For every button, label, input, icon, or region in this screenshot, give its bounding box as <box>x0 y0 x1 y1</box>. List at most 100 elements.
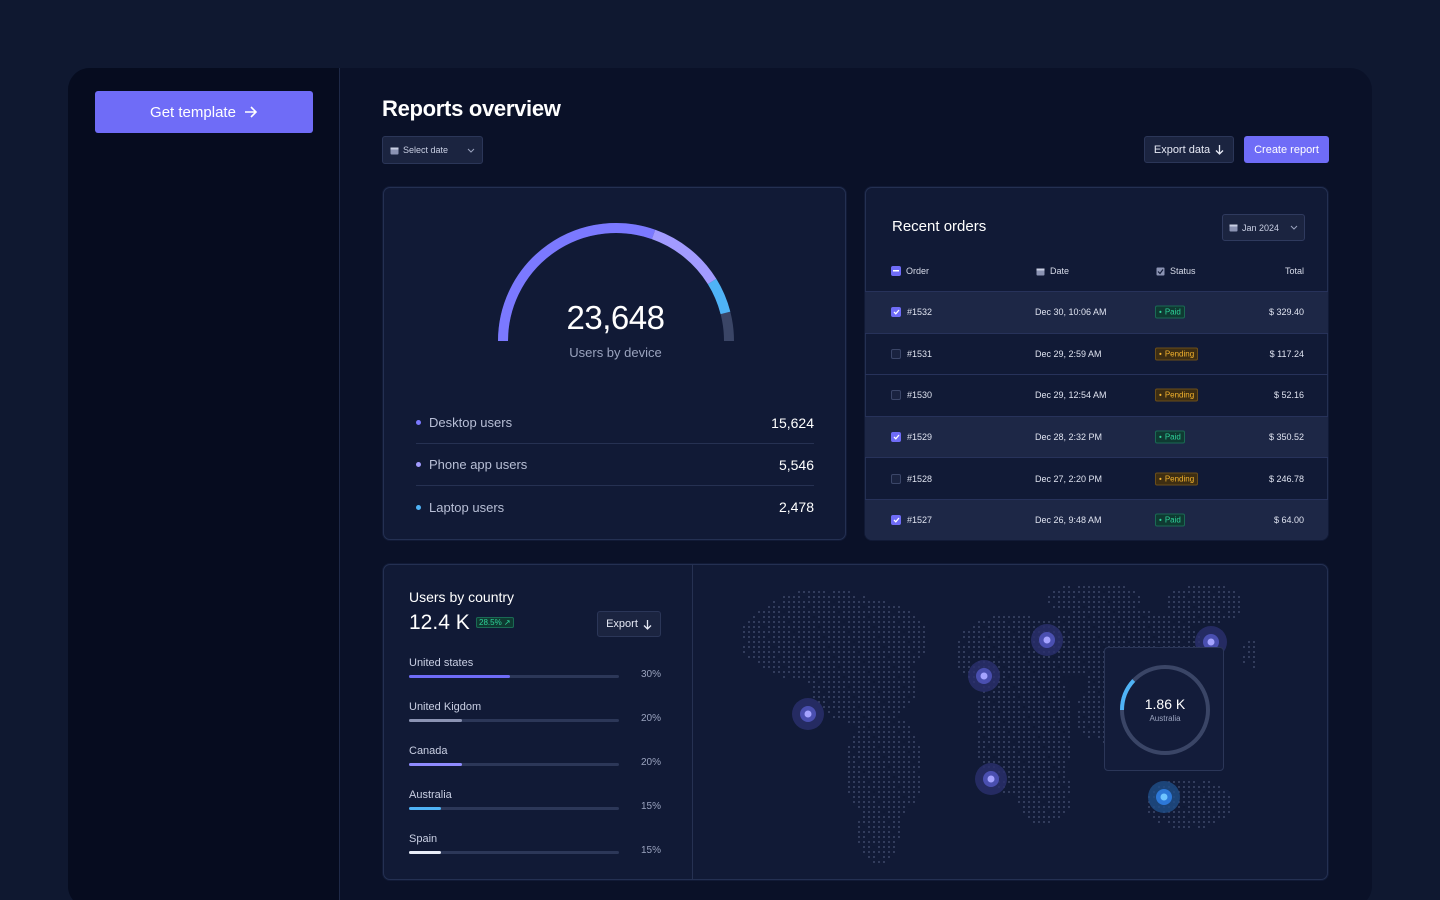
row-checkbox[interactable] <box>891 307 901 318</box>
device-list: Desktop users 15,624 Phone app users 5,5… <box>416 402 814 528</box>
column-status-label: Status <box>1170 266 1196 276</box>
map-pin-core <box>1160 793 1168 801</box>
order-row[interactable]: #1528 Dec 27, 2:20 PM • Pending $ 246.78 <box>865 457 1328 499</box>
order-date: Dec 27, 2:20 PM <box>1035 473 1103 484</box>
app-frame: Get template Reports overview Select dat… <box>68 68 1372 900</box>
order-date: Dec 29, 2:59 AM <box>1035 348 1102 359</box>
country-row: Australia 15% <box>409 789 667 833</box>
sidebar: Get template <box>68 68 340 900</box>
status-badge: • Paid <box>1155 513 1185 527</box>
export-label: Export <box>606 618 638 630</box>
status-dot-icon: • <box>1159 307 1162 317</box>
growth-value: 28.5% <box>479 618 502 627</box>
row-checkbox[interactable] <box>891 473 901 484</box>
order-id[interactable]: #1532 <box>907 307 933 318</box>
map-pin-core <box>980 672 988 680</box>
country-bar-fill <box>409 807 441 810</box>
device-row-desktop: Desktop users 15,624 <box>416 402 814 444</box>
status-label: Pending <box>1164 390 1195 400</box>
order-id[interactable]: #1527 <box>907 515 933 526</box>
country-title: Users by country <box>409 589 515 605</box>
column-date[interactable]: Date <box>1036 266 1069 276</box>
country-percent: 20% <box>640 757 661 768</box>
status-dot-icon: • <box>1159 349 1162 359</box>
order-row[interactable]: #1530 Dec 29, 12:54 AM • Pending $ 52.16 <box>865 374 1328 416</box>
device-gauge <box>498 223 734 342</box>
order-id[interactable]: #1531 <box>907 348 933 359</box>
order-row[interactable]: #1529 Dec 28, 2:32 PM • Paid $ 350.52 <box>865 415 1328 458</box>
status-dot-icon: • <box>1159 432 1162 442</box>
order-row[interactable]: #1532 Dec 30, 10:06 AM • Paid $ 329.40 <box>865 291 1328 333</box>
status-badge: • Pending <box>1155 388 1199 402</box>
checkbox-icon <box>1156 267 1165 275</box>
status-dot-icon: • <box>1159 474 1162 484</box>
country-total: 12.4 K <box>409 611 470 634</box>
get-template-button[interactable]: Get template <box>95 91 313 133</box>
get-template-label: Get template <box>150 103 236 121</box>
column-status[interactable]: Status <box>1156 266 1196 276</box>
export-data-button[interactable]: Export data <box>1144 136 1234 163</box>
trend-up-icon: ↗ <box>503 618 511 627</box>
create-report-button[interactable]: Create report <box>1244 136 1329 163</box>
column-order[interactable]: Order <box>891 266 929 276</box>
country-bar-track <box>409 851 619 854</box>
legend-dot <box>416 504 421 510</box>
export-button[interactable]: Export <box>597 611 661 637</box>
column-order-label: Order <box>906 266 930 276</box>
status-label: Paid <box>1164 515 1181 525</box>
device-value: 5,546 <box>778 456 814 473</box>
country-percent: 30% <box>640 669 661 680</box>
check-icon <box>893 517 899 524</box>
date-select-placeholder: Select date <box>403 145 449 155</box>
column-total-label: Total <box>1284 266 1304 276</box>
legend-dot <box>416 462 421 467</box>
column-total[interactable]: Total <box>1285 266 1304 276</box>
country-bar-track <box>409 807 619 810</box>
device-value: 15,624 <box>771 414 814 431</box>
growth-badge: 28.5% ↗ <box>476 617 514 628</box>
gauge-segment <box>651 229 717 285</box>
country-percent: 15% <box>640 801 661 812</box>
arrow-down-icon <box>643 619 652 630</box>
device-row-laptop: Laptop users 2,478 <box>416 486 814 528</box>
country-panel: Users by country 12.4 K 28.5% ↗ Export U… <box>383 564 693 880</box>
orders-table-header: Order Date Status Total <box>865 259 1328 291</box>
order-id[interactable]: #1528 <box>907 473 933 484</box>
month-select[interactable]: Jan 2024 <box>1222 214 1305 241</box>
order-total: $ 329.40 <box>1268 307 1304 318</box>
device-label: Laptop users <box>429 499 505 515</box>
users-by-country-card: Users by country 12.4 K 28.5% ↗ Export U… <box>382 563 1329 881</box>
order-row[interactable]: #1527 Dec 26, 9:48 AM • Paid $ 64.00 <box>865 498 1328 540</box>
column-date-label: Date <box>1050 266 1070 276</box>
row-checkbox[interactable] <box>891 348 901 359</box>
gauge-segment <box>498 223 656 342</box>
recent-orders-card: Recent orders Jan 2024 Order Date Status <box>864 186 1329 541</box>
row-checkbox[interactable] <box>891 515 901 526</box>
country-bar-fill <box>409 675 510 678</box>
check-icon <box>893 309 899 316</box>
status-badge: • Pending <box>1155 472 1199 486</box>
order-total: $ 246.78 <box>1268 473 1304 484</box>
main-content: Reports overview Select date Export data… <box>340 68 1372 900</box>
device-label: Phone app users <box>429 457 528 472</box>
country-row: Canada 20% <box>409 745 667 789</box>
order-id[interactable]: #1529 <box>907 432 933 443</box>
select-all-checkbox[interactable] <box>891 266 901 276</box>
map-pin-core <box>804 710 812 718</box>
order-id[interactable]: #1530 <box>907 390 933 401</box>
row-checkbox[interactable] <box>891 390 901 401</box>
order-date: Dec 29, 12:54 AM <box>1035 390 1107 401</box>
world-map: 1.86 K Australia <box>694 564 1328 880</box>
country-name: United Kigdom <box>409 701 482 713</box>
check-icon <box>893 434 899 440</box>
row-checkbox[interactable] <box>891 432 901 443</box>
device-value: 2,478 <box>778 499 814 515</box>
map-tooltip: 1.86 K Australia <box>1104 647 1224 771</box>
date-select[interactable]: Select date <box>382 136 483 164</box>
world-map-dots <box>743 586 1255 863</box>
legend-dot <box>416 420 421 425</box>
country-name: United states <box>409 657 474 669</box>
country-percent: 15% <box>640 845 661 856</box>
country-bar-fill <box>409 763 462 766</box>
order-row[interactable]: #1531 Dec 29, 2:59 AM • Pending $ 117.24 <box>865 332 1328 375</box>
